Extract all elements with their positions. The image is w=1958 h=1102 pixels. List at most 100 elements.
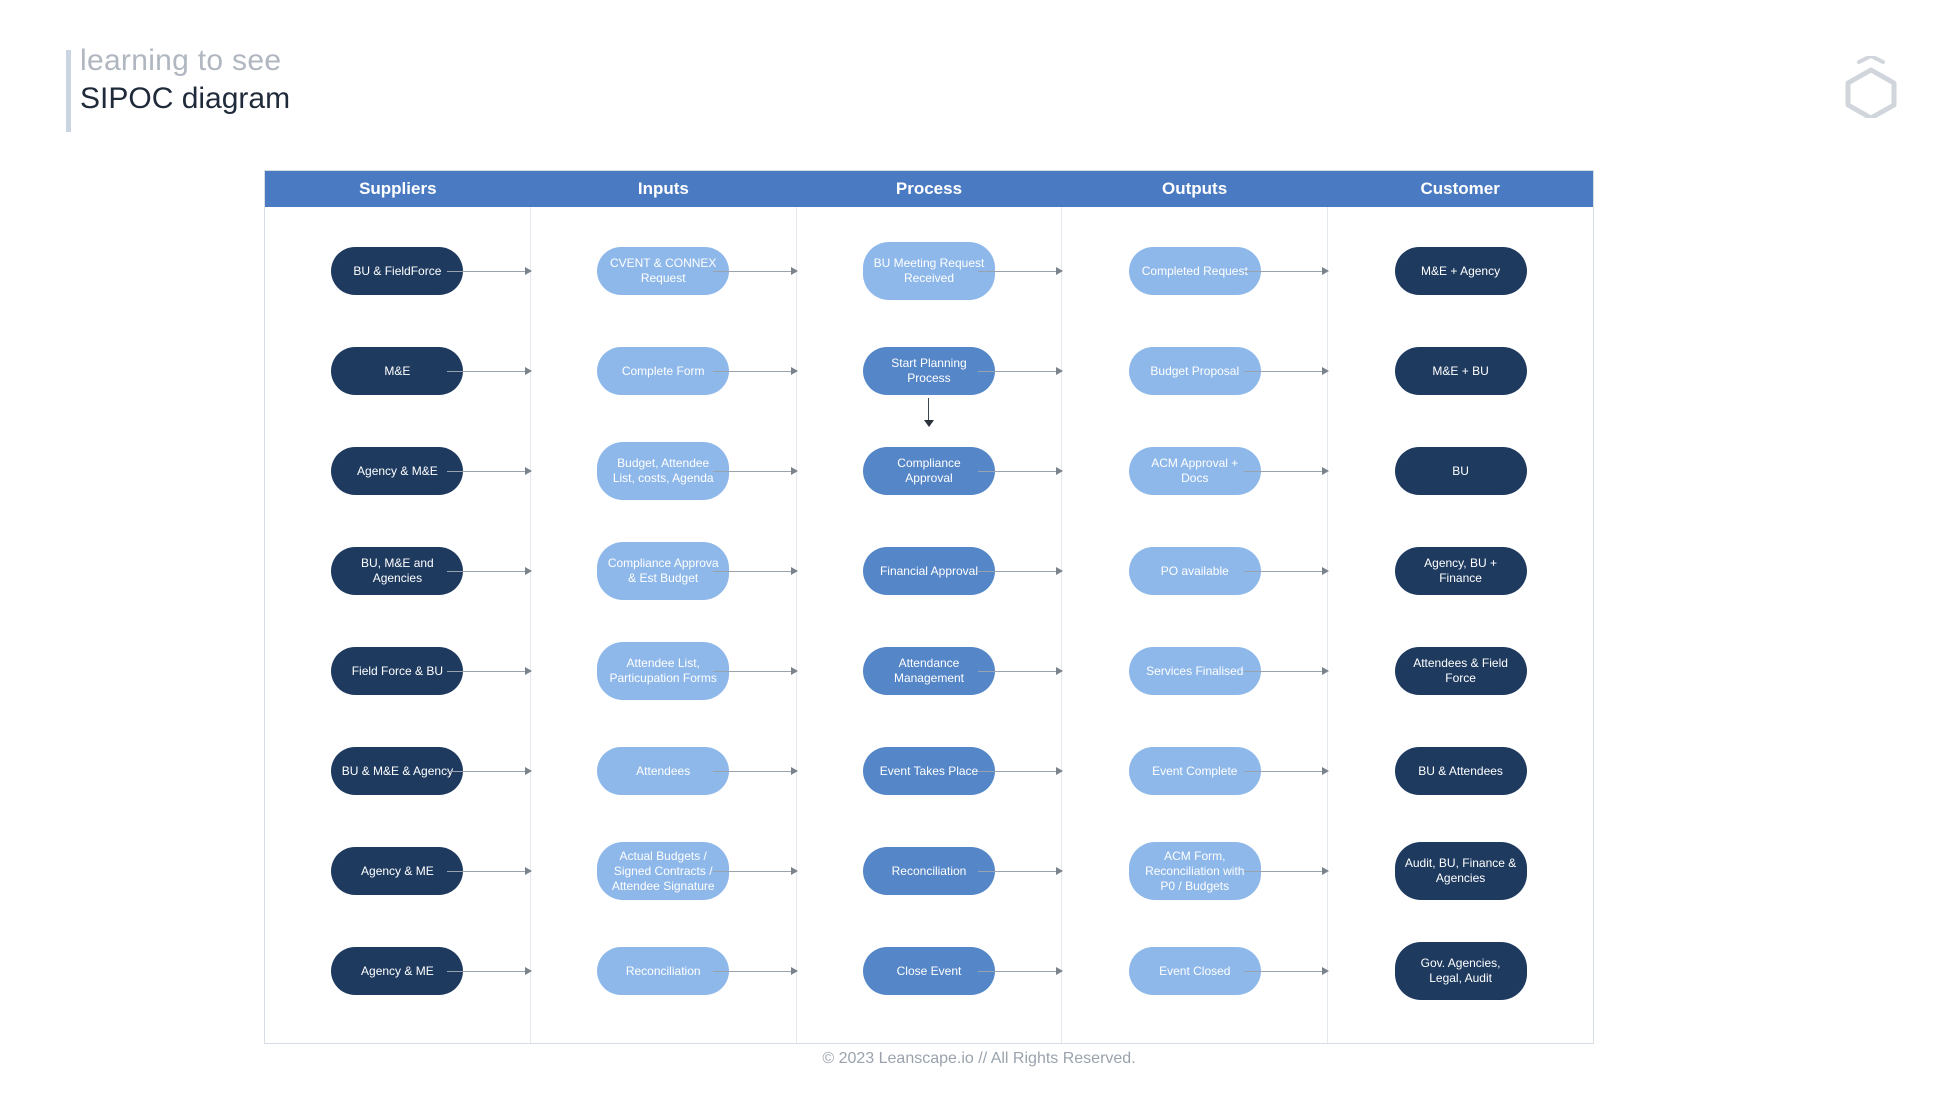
- pill-process-5: Event Takes Place: [863, 747, 995, 795]
- cell-inputs-1: Complete Form: [531, 321, 796, 421]
- cell-suppliers-7: Agency & ME: [265, 921, 530, 1021]
- cell-process-1: Start Planning Process: [797, 321, 1062, 421]
- cell-process-3: Financial Approval: [797, 521, 1062, 621]
- pill-customer-1: M&E + BU: [1395, 347, 1527, 395]
- pill-suppliers-3: BU, M&E and Agencies: [331, 547, 463, 595]
- cell-suppliers-0: BU & FieldForce: [265, 221, 530, 321]
- pill-suppliers-1: M&E: [331, 347, 463, 395]
- pill-inputs-4: Attendee List, Particupation Forms: [597, 642, 729, 700]
- pill-suppliers-0: BU & FieldForce: [331, 247, 463, 295]
- pill-process-0: BU Meeting Request Received: [863, 242, 995, 300]
- cell-outputs-0: Completed Request: [1062, 221, 1327, 321]
- pill-outputs-1: Budget Proposal: [1129, 347, 1261, 395]
- pill-suppliers-7: Agency & ME: [331, 947, 463, 995]
- col-customer: M&E + Agency M&E + BU BU Agency, BU + Finan…: [1328, 207, 1593, 1043]
- pill-customer-5: BU & Attendees: [1395, 747, 1527, 795]
- cell-outputs-2: ACM Approval + Docs: [1062, 421, 1327, 521]
- pill-inputs-6: Actual Budgets / Signed Contracts / Atte…: [597, 842, 729, 900]
- cell-process-2: Compliance Approval: [797, 421, 1062, 521]
- pill-process-7: Close Event: [863, 947, 995, 995]
- cell-customer-7: Gov. Agencies, Legal, Audit: [1328, 921, 1593, 1021]
- sipoc-body: BU & FieldForce M&E Agency & M&E BU, M&E an…: [265, 207, 1593, 1043]
- cell-inputs-3: Compliance Approva & Est Budget: [531, 521, 796, 621]
- pill-inputs-5: Attendees: [597, 747, 729, 795]
- cell-outputs-7: Event Closed: [1062, 921, 1327, 1021]
- cell-inputs-4: Attendee List, Particupation Forms: [531, 621, 796, 721]
- col-inputs: CVENT & CONNEX Request Complete Form Budge…: [531, 207, 797, 1043]
- sipoc-header-row: Suppliers Inputs Process Outputs Custome…: [265, 171, 1593, 207]
- cell-customer-3: Agency, BU + Finance: [1328, 521, 1593, 621]
- pill-outputs-2: ACM Approval + Docs: [1129, 447, 1261, 495]
- col-header-inputs: Inputs: [531, 171, 797, 207]
- cell-suppliers-6: Agency & ME: [265, 821, 530, 921]
- sipoc-table: Suppliers Inputs Process Outputs Custome…: [264, 170, 1594, 1044]
- pill-customer-3: Agency, BU + Finance: [1395, 547, 1527, 595]
- pill-customer-7: Gov. Agencies, Legal, Audit: [1395, 942, 1527, 1000]
- pill-suppliers-6: Agency & ME: [331, 847, 463, 895]
- pill-customer-6: Audit, BU, Finance & Agencies: [1395, 842, 1527, 900]
- cell-process-0: BU Meeting Request Received: [797, 221, 1062, 321]
- pill-suppliers-2: Agency & M&E: [331, 447, 463, 495]
- pill-customer-2: BU: [1395, 447, 1527, 495]
- pill-process-2: Compliance Approval: [863, 447, 995, 495]
- col-header-process: Process: [796, 171, 1062, 207]
- cell-outputs-4: Services Finalised: [1062, 621, 1327, 721]
- cell-outputs-6: ACM Form, Reconciliation with P0 / Budge…: [1062, 821, 1327, 921]
- cell-suppliers-1: M&E: [265, 321, 530, 421]
- footer-copyright: © 2023 Leanscape.io // All Rights Reserv…: [0, 1050, 1958, 1068]
- cell-customer-2: BU: [1328, 421, 1593, 521]
- title-block: learning to see SIPOC diagram: [80, 44, 290, 116]
- pill-process-4: Attendance Management: [863, 647, 995, 695]
- col-header-outputs: Outputs: [1062, 171, 1328, 207]
- pill-suppliers-4: Field Force & BU: [331, 647, 463, 695]
- cell-inputs-6: Actual Budgets / Signed Contracts / Atte…: [531, 821, 796, 921]
- cell-inputs-5: Attendees: [531, 721, 796, 821]
- cell-customer-0: M&E + Agency: [1328, 221, 1593, 321]
- cell-suppliers-4: Field Force & BU: [265, 621, 530, 721]
- cell-process-6: Reconciliation: [797, 821, 1062, 921]
- col-header-customer: Customer: [1327, 171, 1593, 207]
- pill-outputs-3: PO available: [1129, 547, 1261, 595]
- col-outputs: Completed Request Budget Proposal ACM Appr…: [1062, 207, 1328, 1043]
- brand-logo-icon: [1844, 56, 1898, 118]
- pill-outputs-0: Completed Request: [1129, 247, 1261, 295]
- cell-inputs-0: CVENT & CONNEX Request: [531, 221, 796, 321]
- pill-suppliers-5: BU & M&E & Agency: [331, 747, 463, 795]
- cell-outputs-5: Event Complete: [1062, 721, 1327, 821]
- cell-customer-5: BU & Attendees: [1328, 721, 1593, 821]
- pill-inputs-7: Reconciliation: [597, 947, 729, 995]
- cell-inputs-7: Reconciliation: [531, 921, 796, 1021]
- pill-inputs-3: Compliance Approva & Est Budget: [597, 542, 729, 600]
- col-header-suppliers: Suppliers: [265, 171, 531, 207]
- pill-customer-0: M&E + Agency: [1395, 247, 1527, 295]
- pill-inputs-2: Budget, Attendee List, costs, Agenda: [597, 442, 729, 500]
- cell-suppliers-5: BU & M&E & Agency: [265, 721, 530, 821]
- col-suppliers: BU & FieldForce M&E Agency & M&E BU, M&E an…: [265, 207, 531, 1043]
- title-accent-bar: [66, 50, 71, 132]
- pill-customer-4: Attendees & Field Force: [1395, 647, 1527, 695]
- title-overline: learning to see: [80, 44, 290, 78]
- title-main: SIPOC diagram: [80, 82, 290, 116]
- pill-outputs-4: Services Finalised: [1129, 647, 1261, 695]
- cell-process-4: Attendance Management: [797, 621, 1062, 721]
- cell-process-7: Close Event: [797, 921, 1062, 1021]
- pill-outputs-6: ACM Form, Reconciliation with P0 / Budge…: [1129, 842, 1261, 900]
- pill-process-3: Financial Approval: [863, 547, 995, 595]
- pill-inputs-0: CVENT & CONNEX Request: [597, 247, 729, 295]
- cell-process-5: Event Takes Place: [797, 721, 1062, 821]
- pill-process-1: Start Planning Process: [863, 347, 995, 395]
- pill-outputs-5: Event Complete: [1129, 747, 1261, 795]
- cell-suppliers-3: BU, M&E and Agencies: [265, 521, 530, 621]
- cell-outputs-1: Budget Proposal: [1062, 321, 1327, 421]
- pill-inputs-1: Complete Form: [597, 347, 729, 395]
- pill-process-6: Reconciliation: [863, 847, 995, 895]
- cell-customer-1: M&E + BU: [1328, 321, 1593, 421]
- pill-outputs-7: Event Closed: [1129, 947, 1261, 995]
- cell-customer-4: Attendees & Field Force: [1328, 621, 1593, 721]
- page: learning to see SIPOC diagram Suppliers …: [0, 0, 1958, 1102]
- cell-outputs-3: PO available: [1062, 521, 1327, 621]
- cell-inputs-2: Budget, Attendee List, costs, Agenda: [531, 421, 796, 521]
- col-process: BU Meeting Request Received Start Plannin…: [797, 207, 1063, 1043]
- cell-suppliers-2: Agency & M&E: [265, 421, 530, 521]
- cell-customer-6: Audit, BU, Finance & Agencies: [1328, 821, 1593, 921]
